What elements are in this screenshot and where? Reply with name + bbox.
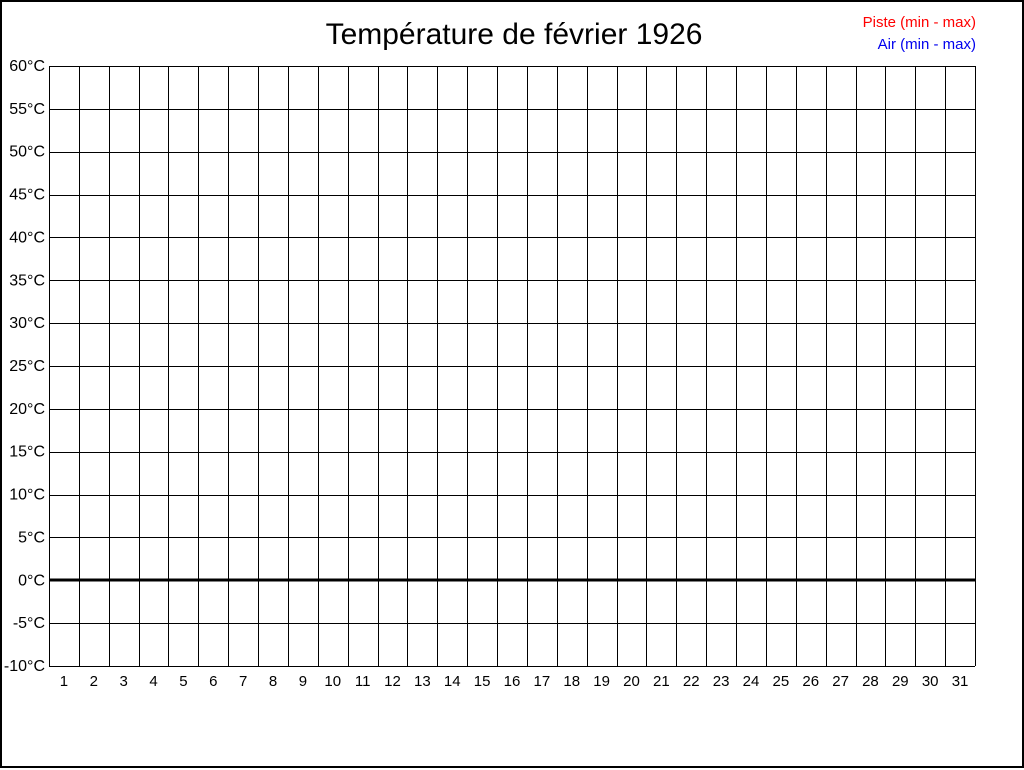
svg-text:30°C: 30°C — [9, 315, 45, 332]
svg-text:12: 12 — [384, 673, 401, 690]
svg-text:0°C: 0°C — [18, 572, 45, 589]
svg-text:20°C: 20°C — [9, 401, 45, 418]
svg-text:5°C: 5°C — [18, 529, 45, 546]
svg-text:45°C: 45°C — [9, 187, 45, 204]
svg-text:50°C: 50°C — [9, 144, 45, 161]
svg-text:6: 6 — [209, 673, 217, 690]
svg-text:15: 15 — [474, 673, 491, 690]
svg-text:60°C: 60°C — [9, 58, 45, 75]
svg-text:25: 25 — [772, 673, 789, 690]
svg-text:26: 26 — [802, 673, 819, 690]
svg-text:28: 28 — [862, 673, 879, 690]
svg-text:30: 30 — [922, 673, 939, 690]
svg-text:19: 19 — [593, 673, 610, 690]
svg-text:10°C: 10°C — [9, 487, 45, 504]
svg-text:55°C: 55°C — [9, 101, 45, 118]
svg-text:16: 16 — [504, 673, 521, 690]
svg-text:2: 2 — [90, 673, 98, 690]
svg-text:10: 10 — [324, 673, 341, 690]
svg-text:24: 24 — [743, 673, 760, 690]
svg-text:4: 4 — [149, 673, 157, 690]
svg-text:1: 1 — [60, 673, 68, 690]
svg-text:3: 3 — [120, 673, 128, 690]
svg-text:15°C: 15°C — [9, 444, 45, 461]
svg-text:14: 14 — [444, 673, 461, 690]
svg-text:22: 22 — [683, 673, 700, 690]
svg-text:11: 11 — [355, 673, 371, 690]
svg-text:8: 8 — [269, 673, 277, 690]
svg-text:13: 13 — [414, 673, 431, 690]
svg-text:17: 17 — [534, 673, 551, 690]
svg-text:20: 20 — [623, 673, 640, 690]
svg-text:25°C: 25°C — [9, 358, 45, 375]
svg-text:18: 18 — [563, 673, 580, 690]
svg-text:31: 31 — [952, 673, 969, 690]
svg-text:27: 27 — [832, 673, 849, 690]
svg-text:-5°C: -5°C — [13, 615, 45, 632]
svg-text:21: 21 — [653, 673, 670, 690]
svg-text:9: 9 — [299, 673, 307, 690]
svg-text:5: 5 — [179, 673, 187, 690]
svg-text:29: 29 — [892, 673, 909, 690]
svg-text:-10°C: -10°C — [4, 658, 45, 675]
svg-text:40°C: 40°C — [9, 229, 45, 246]
svg-text:7: 7 — [239, 673, 247, 690]
svg-text:23: 23 — [713, 673, 730, 690]
svg-text:35°C: 35°C — [9, 272, 45, 289]
